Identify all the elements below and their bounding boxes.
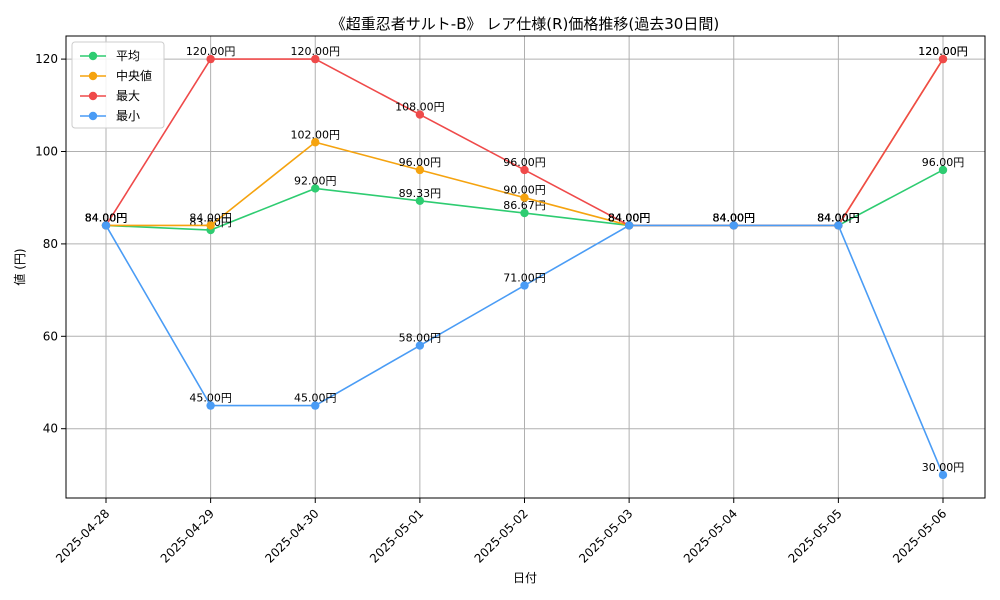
data-label: 120.00円 bbox=[918, 45, 968, 58]
data-label: 84.00円 bbox=[608, 211, 651, 224]
data-label: 92.00円 bbox=[294, 174, 337, 187]
data-label: 45.00円 bbox=[189, 392, 232, 405]
data-label: 120.00円 bbox=[918, 45, 968, 58]
data-label: 96.00円 bbox=[399, 156, 442, 169]
data-label: 90.00円 bbox=[503, 184, 546, 197]
data-label: 96.00円 bbox=[922, 156, 965, 169]
data-point bbox=[415, 341, 425, 350]
data-label: 120.00円 bbox=[291, 45, 341, 58]
data-point bbox=[729, 221, 738, 230]
y-tick-label: 80 bbox=[43, 237, 58, 251]
x-tick-label: 2025-05-06 bbox=[890, 506, 949, 565]
x-tick-label: 2025-04-28 bbox=[53, 506, 112, 565]
legend-marker bbox=[88, 91, 98, 101]
data-point bbox=[520, 208, 529, 218]
x-axis: 2025-04-28 2025-04-29 2025-04-30 2025-05-01… bbox=[53, 498, 949, 566]
x-tick-label: 2025-05-02 bbox=[472, 506, 531, 565]
data-point bbox=[624, 221, 634, 230]
data-label: 84.00円 bbox=[85, 211, 128, 224]
data-label: 84.00円 bbox=[817, 211, 860, 224]
data-label: 84.00円 bbox=[85, 211, 128, 224]
data-label: 120.00円 bbox=[186, 45, 236, 58]
data-point bbox=[206, 54, 215, 64]
data-point bbox=[206, 221, 215, 230]
data-label: 84.00円 bbox=[713, 211, 756, 224]
data-label: 84.00円 bbox=[608, 211, 651, 224]
data-point bbox=[520, 165, 529, 175]
y-axis-label: 値 (円) bbox=[12, 248, 27, 285]
legend-marker bbox=[88, 111, 98, 121]
data-label: 84.00円 bbox=[817, 211, 860, 224]
x-axis-label: 日付 bbox=[513, 571, 537, 585]
x-tick-label: 2025-05-04 bbox=[681, 506, 740, 565]
data-point bbox=[206, 401, 215, 410]
data-label: 84.00円 bbox=[713, 211, 756, 224]
chart-title: 《超重忍者サルト-B》 レア仕様(R)価格推移(過去30日間) bbox=[331, 15, 719, 33]
x-tick-label: 2025-04-29 bbox=[158, 506, 217, 565]
data-label: 84.00円 bbox=[85, 211, 128, 224]
data-point bbox=[520, 193, 529, 202]
y-tick-label: 60 bbox=[43, 329, 58, 343]
data-label: 84.00円 bbox=[189, 211, 232, 224]
data-label: 45.00円 bbox=[294, 392, 337, 405]
y-tick-label: 120 bbox=[35, 52, 58, 66]
data-point bbox=[938, 54, 948, 64]
legend-label: 最大 bbox=[116, 89, 140, 103]
data-point bbox=[101, 221, 111, 230]
data-point bbox=[415, 196, 425, 205]
legend-marker bbox=[88, 51, 98, 61]
data-label: 96.00円 bbox=[503, 156, 546, 169]
data-point bbox=[311, 184, 320, 193]
data-point bbox=[311, 138, 320, 147]
x-tick-label: 2025-05-01 bbox=[367, 506, 426, 565]
data-point bbox=[415, 110, 425, 119]
data-label: 102.00円 bbox=[291, 128, 341, 141]
data-label: 86.67円 bbox=[503, 199, 546, 212]
data-point bbox=[938, 470, 948, 480]
data-label: 84.00円 bbox=[608, 211, 651, 224]
data-point bbox=[311, 401, 320, 410]
x-tick-label: 2025-04-30 bbox=[262, 506, 321, 565]
data-label: 84.00円 bbox=[713, 211, 756, 224]
legend-label: 中央値 bbox=[116, 68, 152, 83]
legend-label: 平均 bbox=[116, 49, 140, 63]
legend-box bbox=[71, 41, 165, 129]
series-3: 84.00円 45.00円 45.00円 58.00円 71.00円 84.00円 84.0… bbox=[85, 211, 965, 480]
data-point bbox=[520, 281, 529, 290]
y-tick-label: 100 bbox=[35, 145, 58, 159]
data-label: 89.33円 bbox=[399, 187, 442, 200]
data-label: 108.00円 bbox=[395, 101, 445, 114]
data-point bbox=[834, 221, 843, 230]
data-label: 84.00円 bbox=[608, 211, 651, 224]
x-tick-label: 2025-05-05 bbox=[786, 506, 845, 565]
data-label: 84.00円 bbox=[713, 211, 756, 224]
data-point bbox=[938, 165, 948, 175]
data-label: 58.00円 bbox=[399, 332, 442, 345]
data-label: 30.00円 bbox=[922, 461, 965, 474]
x-tick-label: 2025-05-03 bbox=[576, 506, 635, 565]
grid bbox=[66, 36, 985, 498]
data-point bbox=[415, 165, 425, 175]
legend-label: 最小 bbox=[116, 109, 140, 123]
y-tick-label: 40 bbox=[43, 422, 58, 436]
series-group: 84.00円83.00円92.00円89.33円86.67円84.00円84.0… bbox=[85, 45, 968, 480]
data-label: 84.00円 bbox=[817, 211, 860, 224]
plot-area-frame bbox=[65, 35, 986, 499]
y-axis: 40 60 80 100 120 bbox=[35, 52, 66, 436]
data-label: 84.00円 bbox=[85, 211, 128, 224]
legend-marker bbox=[88, 71, 98, 81]
data-point bbox=[311, 54, 320, 64]
data-label: 71.00円 bbox=[503, 271, 546, 284]
data-label: 84.00円 bbox=[817, 211, 860, 224]
